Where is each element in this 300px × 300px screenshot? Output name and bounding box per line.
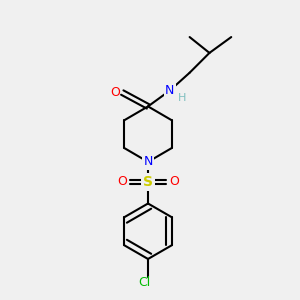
Text: O: O — [169, 175, 179, 188]
Text: N: N — [165, 84, 175, 97]
Text: S: S — [143, 175, 153, 189]
Text: H: H — [178, 94, 186, 103]
Text: N: N — [143, 155, 153, 168]
Text: Cl: Cl — [138, 276, 150, 289]
Text: O: O — [117, 175, 127, 188]
Text: O: O — [110, 86, 120, 99]
Text: N: N — [165, 84, 175, 97]
